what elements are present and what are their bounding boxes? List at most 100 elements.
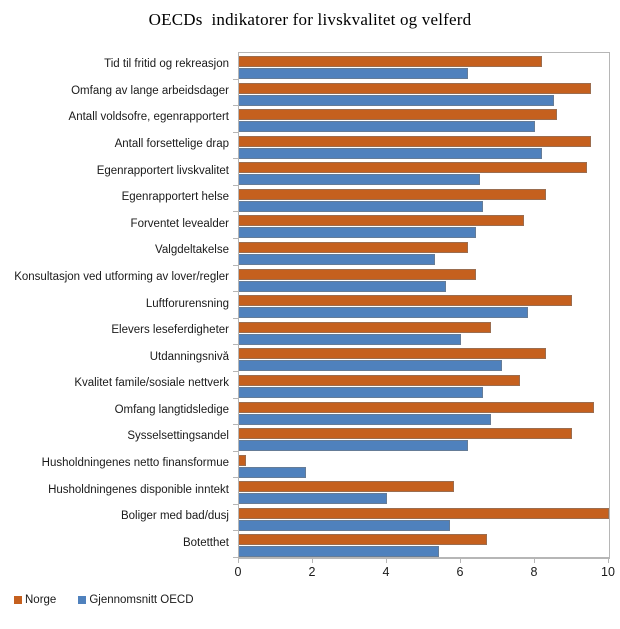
bar-group [239,347,609,374]
x-axis-tick-label: 4 [382,565,390,579]
category-label: Tid til fritid og rekreasjon [104,58,229,71]
bar-group [239,454,609,481]
legend-label: Norge [25,594,57,606]
category-tick [233,530,238,532]
legend-item[interactable]: Gjennomsnitt OECD [78,594,194,606]
category-tick [233,397,238,399]
bar-norge[interactable] [239,321,491,333]
bar-norge[interactable] [239,268,476,280]
bar-oecd[interactable] [239,546,439,558]
x-axis-tick-label: 8 [530,565,538,579]
bar-oecd[interactable] [239,519,450,531]
category-label: Egenrapportert helse [121,191,229,204]
bar-group [239,188,609,215]
bar-norge[interactable] [239,162,587,174]
category-label: Egenrapportert livskvalitet [96,164,229,177]
bar-norge[interactable] [239,295,572,307]
bar-oecd[interactable] [239,307,528,319]
bar-oecd[interactable] [239,174,480,186]
bar-norge[interactable] [239,242,469,254]
category-label: Forventet levealder [130,217,229,230]
x-axis-line [238,557,609,558]
bar-norge[interactable] [239,454,247,466]
bar-group [239,135,609,162]
category-tick [233,344,238,346]
bar-group [239,533,609,560]
chart-legend: Norge Gjennomsnitt OECD [14,594,194,606]
bar-group [239,401,609,428]
bar-oecd[interactable] [239,68,469,79]
legend-swatch-icon [14,596,22,604]
bar-group [239,268,609,295]
category-axis-labels: Tid til fritid og rekreasjon Omfang av la… [0,52,233,557]
category-label: Elevers leseferdigheter [111,324,229,337]
category-label: Husholdningenes netto finansformue [41,456,229,469]
bar-oecd[interactable] [239,254,436,266]
x-axis-tick [386,558,387,563]
bar-norge[interactable] [239,534,487,546]
category-tick [233,184,238,186]
legend-label: Gjennomsnitt OECD [89,594,194,606]
category-tick [233,78,238,80]
bar-oecd[interactable] [239,413,491,425]
bar-norge[interactable] [239,135,591,147]
bar-oecd[interactable] [239,493,387,505]
bar-norge[interactable] [239,401,595,413]
bar-oecd[interactable] [239,280,447,292]
category-label: Boliger med bad/dusj [120,510,229,523]
bar-oecd[interactable] [239,440,469,452]
bar-norge[interactable] [239,215,524,227]
category-tick [233,291,238,293]
category-tick [233,105,238,107]
bar-norge[interactable] [239,348,547,360]
legend-item[interactable]: Norge [14,594,56,606]
bar-oecd[interactable] [239,386,484,398]
x-axis-tick-label: 10 [601,565,615,579]
x-axis-tick-label: 2 [308,565,316,579]
plot-area [238,52,610,559]
category-tick [233,131,238,133]
x-axis-tick [312,558,313,563]
bar-norge[interactable] [239,507,609,519]
bar-norge[interactable] [239,56,543,67]
bar-oecd[interactable] [239,147,543,159]
bar-group [239,241,609,268]
category-label: Valgdeltakelse [155,244,229,257]
bar-oecd[interactable] [239,466,306,478]
bar-oecd[interactable] [239,333,461,345]
category-label: Konsultasjon ved utforming av lover/regl… [14,270,229,283]
bar-oecd[interactable] [239,360,502,372]
x-axis-tick [238,558,239,563]
bar-group [239,161,609,188]
bar-norge[interactable] [239,428,572,440]
bar-oecd[interactable] [239,121,535,133]
bar-norge[interactable] [239,188,547,200]
category-tick [233,238,238,240]
x-axis-tick-label: 6 [456,565,464,579]
x-axis-tick [534,558,535,563]
category-label: Botetthet [182,536,229,549]
bar-group [239,82,609,109]
bar-norge[interactable] [239,481,454,493]
chart-title: OECDs indikatorer for livskvalitet og ve… [148,10,472,29]
bar-norge[interactable] [239,109,558,121]
bar-norge[interactable] [239,82,591,94]
bar-group [239,480,609,507]
bars-layer [239,53,609,558]
category-label: Husholdningenes disponible inntekt [48,483,229,496]
x-axis-tick [608,558,609,563]
bar-oecd[interactable] [239,94,554,106]
category-tick [233,557,238,558]
bar-oecd[interactable] [239,200,484,212]
category-tick [233,477,238,479]
bar-norge[interactable] [239,374,521,386]
category-tick [233,264,238,266]
category-tick [233,424,238,426]
category-tick [233,158,238,160]
category-label: Sysselsettingsandel [127,430,229,443]
category-label: Utdanningsnivå [149,350,229,363]
bar-oecd[interactable] [239,227,476,239]
category-tick [233,211,238,213]
category-tick [233,370,238,372]
